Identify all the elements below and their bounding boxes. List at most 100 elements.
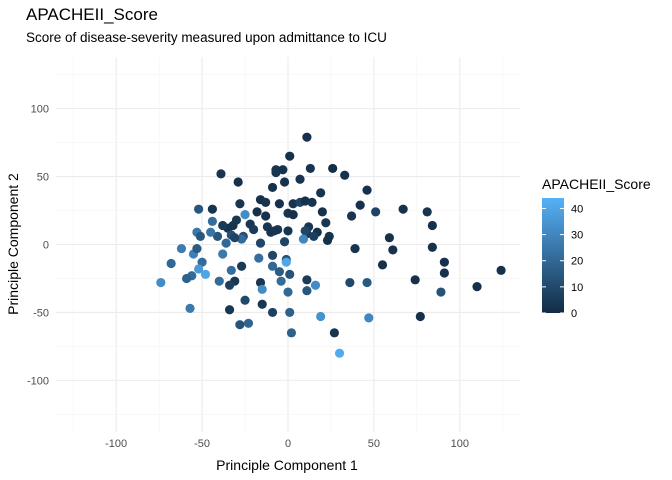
y-tick-label: -100 [27, 375, 49, 387]
y-tick-label: -50 [33, 307, 49, 319]
data-point [233, 177, 243, 187]
data-point [269, 226, 279, 236]
data-point [267, 307, 278, 318]
data-point [261, 211, 271, 221]
data-point [283, 287, 293, 297]
data-point [384, 233, 394, 243]
data-point [283, 226, 293, 236]
data-point [398, 204, 408, 214]
data-point [274, 199, 285, 209]
data-point [321, 218, 331, 228]
data-point [249, 224, 259, 235]
data-point [214, 276, 224, 286]
data-point [422, 207, 432, 217]
y-axis-ticks: -100 -50 0 50 100 [27, 104, 49, 388]
colorbar-tick-label: 10 [571, 282, 583, 294]
data-point [226, 265, 236, 275]
data-point [218, 220, 228, 231]
data-point [340, 170, 350, 180]
data-point [240, 295, 250, 305]
data-point [271, 167, 281, 178]
data-point [276, 276, 286, 286]
x-tick-label: 100 [451, 438, 469, 450]
data-point [322, 235, 333, 246]
data-point [334, 348, 345, 358]
data-point [206, 227, 216, 237]
data-point [427, 220, 437, 231]
data-point [281, 257, 291, 267]
y-tick-label: 50 [37, 172, 49, 184]
data-point [288, 210, 298, 220]
data-point [371, 207, 381, 217]
data-point [255, 238, 266, 248]
colorbar-tick-label: 0 [571, 308, 577, 320]
data-point [302, 132, 312, 142]
plot-points [156, 132, 506, 358]
data-point [237, 234, 247, 244]
data-point [224, 305, 235, 315]
colorbar-tick-label: 30 [571, 230, 583, 242]
data-point [228, 220, 238, 231]
x-tick-label: 50 [368, 438, 380, 450]
legend-title: APACHEII_Score [542, 176, 651, 192]
data-point [267, 261, 278, 271]
data-point [261, 197, 271, 207]
data-point [362, 277, 372, 288]
data-point [364, 313, 374, 323]
data-point [285, 307, 295, 318]
x-axis-ticks: -100 -50 0 50 100 [105, 438, 469, 450]
data-point [218, 249, 228, 259]
data-point [345, 277, 355, 288]
data-point [207, 216, 217, 227]
data-point [267, 182, 278, 193]
data-point [166, 258, 176, 269]
x-tick-label: -50 [194, 438, 210, 450]
data-point [267, 250, 278, 260]
data-point [235, 199, 245, 209]
data-point [240, 210, 250, 220]
data-point [316, 311, 326, 322]
data-point [415, 311, 425, 322]
x-tick-label: -100 [105, 438, 127, 450]
y-tick-label: 0 [43, 240, 49, 252]
y-tick-label: 100 [31, 104, 49, 116]
data-point [298, 234, 309, 244]
data-point [436, 287, 446, 297]
data-point [300, 196, 310, 206]
data-point [230, 233, 240, 243]
data-point [192, 243, 202, 254]
data-point [286, 328, 297, 338]
data-point [316, 188, 326, 198]
data-point [185, 303, 195, 313]
chart-subtitle: Score of disease-severity measured upon … [26, 30, 387, 45]
data-point [195, 231, 205, 241]
data-point [302, 275, 312, 285]
data-point [310, 280, 321, 290]
data-point [472, 282, 482, 292]
data-point [216, 169, 226, 179]
data-point [355, 200, 365, 210]
x-axis-title: Principle Component 1 [216, 457, 358, 473]
data-point [309, 231, 319, 241]
data-point [279, 177, 290, 187]
data-point [235, 320, 245, 330]
data-point [182, 273, 192, 284]
data-point [285, 151, 295, 161]
data-point [295, 174, 305, 184]
data-point [274, 267, 285, 277]
colorbar [542, 198, 564, 313]
data-point [200, 269, 211, 279]
data-point [221, 238, 231, 248]
colorbar-tick-label: 20 [571, 256, 583, 268]
data-point [439, 257, 449, 267]
data-point [176, 243, 187, 254]
data-point [197, 257, 207, 267]
data-point [302, 286, 312, 296]
data-point [279, 237, 290, 247]
data-point [328, 163, 338, 174]
data-point [346, 211, 357, 221]
data-point [285, 269, 295, 279]
chart-title: APACHEII_Score [26, 5, 158, 24]
data-point [439, 268, 449, 278]
